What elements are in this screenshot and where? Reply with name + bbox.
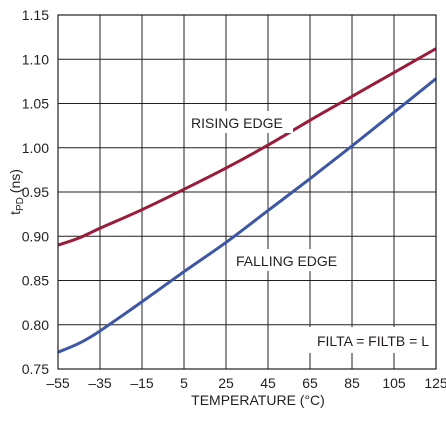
series-line-falling-edge (57, 77, 437, 354)
plot-frame (57, 14, 437, 370)
x-axis-title: TEMPERATURE (°C) (191, 392, 325, 408)
series-label-background-falling (231, 249, 349, 271)
grid (58, 15, 436, 369)
y-tick-labels: 0.75 0.80 0.85 0.90 0.95 1.00 1.05 1.10 1.15 (22, 7, 49, 377)
x-tick-label: –35 (88, 375, 112, 391)
series-label-background-rising (187, 111, 293, 133)
x-tick-label: 25 (218, 375, 234, 391)
y-tick-label: 0.85 (22, 273, 49, 289)
x-tick-label: –55 (46, 375, 70, 391)
y-tick-label: 0.80 (22, 317, 49, 333)
y-tick-label: 1.05 (22, 96, 49, 112)
x-tick-label: 65 (302, 375, 318, 391)
y-axis-title: tPD (ns) (7, 169, 26, 215)
y-axis-title-sub: PD (15, 197, 26, 211)
y-tick-label: 1.00 (22, 140, 49, 156)
y-tick-label: 1.10 (22, 51, 49, 67)
y-tick-label: 0.95 (22, 184, 49, 200)
x-tick-label: 125 (424, 375, 446, 391)
x-tick-label: –15 (130, 375, 154, 391)
series-label-rising-edge: RISING EDGE (191, 115, 283, 131)
x-tick-labels: –55 –35 –15 5 25 45 65 85 105 125 (46, 375, 446, 391)
x-tick-label: 105 (382, 375, 406, 391)
annotation-background (289, 327, 435, 353)
y-axis-title-unit: (ns) (7, 169, 23, 197)
x-tick-label: 85 (344, 375, 360, 391)
x-tick-label: 45 (260, 375, 276, 391)
series-label-falling-edge: FALLING EDGE (236, 253, 337, 269)
y-tick-label: 0.90 (22, 228, 49, 244)
series-line-rising-edge (57, 47, 437, 247)
annotation-filter-setting: FILTA = FILTB = L (317, 333, 429, 349)
y-axis-title-main: t (7, 211, 23, 215)
x-tick-label: 5 (180, 375, 188, 391)
y-tick-label: 1.15 (22, 7, 49, 23)
series-lines (57, 47, 437, 354)
y-tick-label: 0.75 (22, 361, 49, 377)
